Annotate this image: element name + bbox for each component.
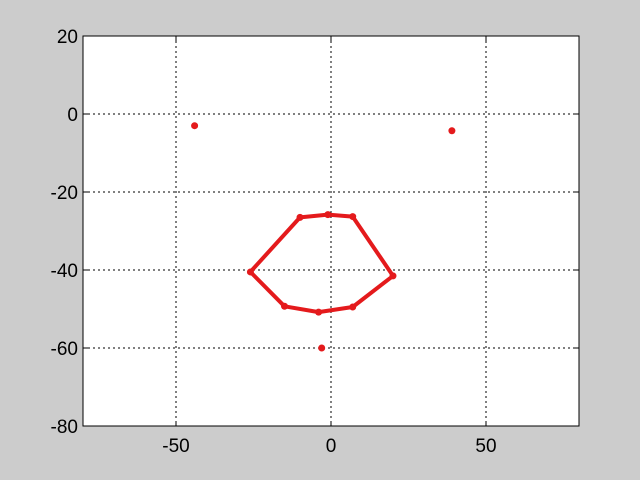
- grid: [83, 36, 579, 426]
- y-tick-label: -60: [51, 339, 78, 360]
- data-series: [191, 122, 456, 352]
- data-point: [448, 127, 456, 135]
- data-point: [324, 211, 332, 219]
- data-point: [349, 303, 357, 311]
- y-tick-labels: 20 0 -20 -40 -60 -80: [51, 27, 78, 438]
- data-point: [296, 213, 304, 221]
- plot-frame: [82, 35, 580, 427]
- data-point: [191, 122, 199, 130]
- y-tick-label: -20: [51, 183, 78, 204]
- y-tick-label: 20: [57, 27, 78, 48]
- y-tick-label: 0: [67, 105, 78, 126]
- x-tick-label: -50: [162, 436, 189, 457]
- data-point: [315, 308, 323, 316]
- data-point: [281, 302, 288, 310]
- data-point: [389, 272, 397, 280]
- y-tick-label: -40: [51, 261, 78, 282]
- data-point: [349, 213, 357, 221]
- data-point: [318, 344, 326, 352]
- data-point: [246, 268, 254, 276]
- y-tick-label: -80: [51, 417, 78, 438]
- x-tick-label: 0: [326, 436, 337, 457]
- x-tick-label: 50: [475, 436, 496, 457]
- x-tick-labels: -50 0 50: [162, 436, 496, 457]
